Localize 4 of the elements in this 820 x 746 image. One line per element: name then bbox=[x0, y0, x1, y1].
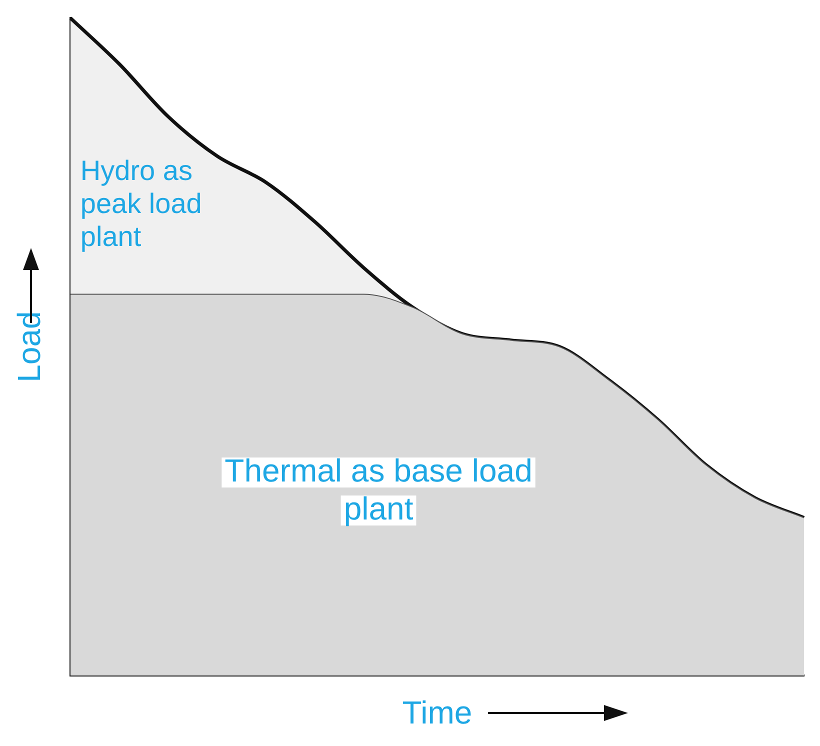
series-label: Thermal as base load plant bbox=[224, 452, 532, 526]
x-axis-title: Time bbox=[402, 694, 472, 731]
series-label: Hydro as peak load plant bbox=[80, 155, 202, 252]
y-axis-title: Load bbox=[11, 311, 48, 382]
